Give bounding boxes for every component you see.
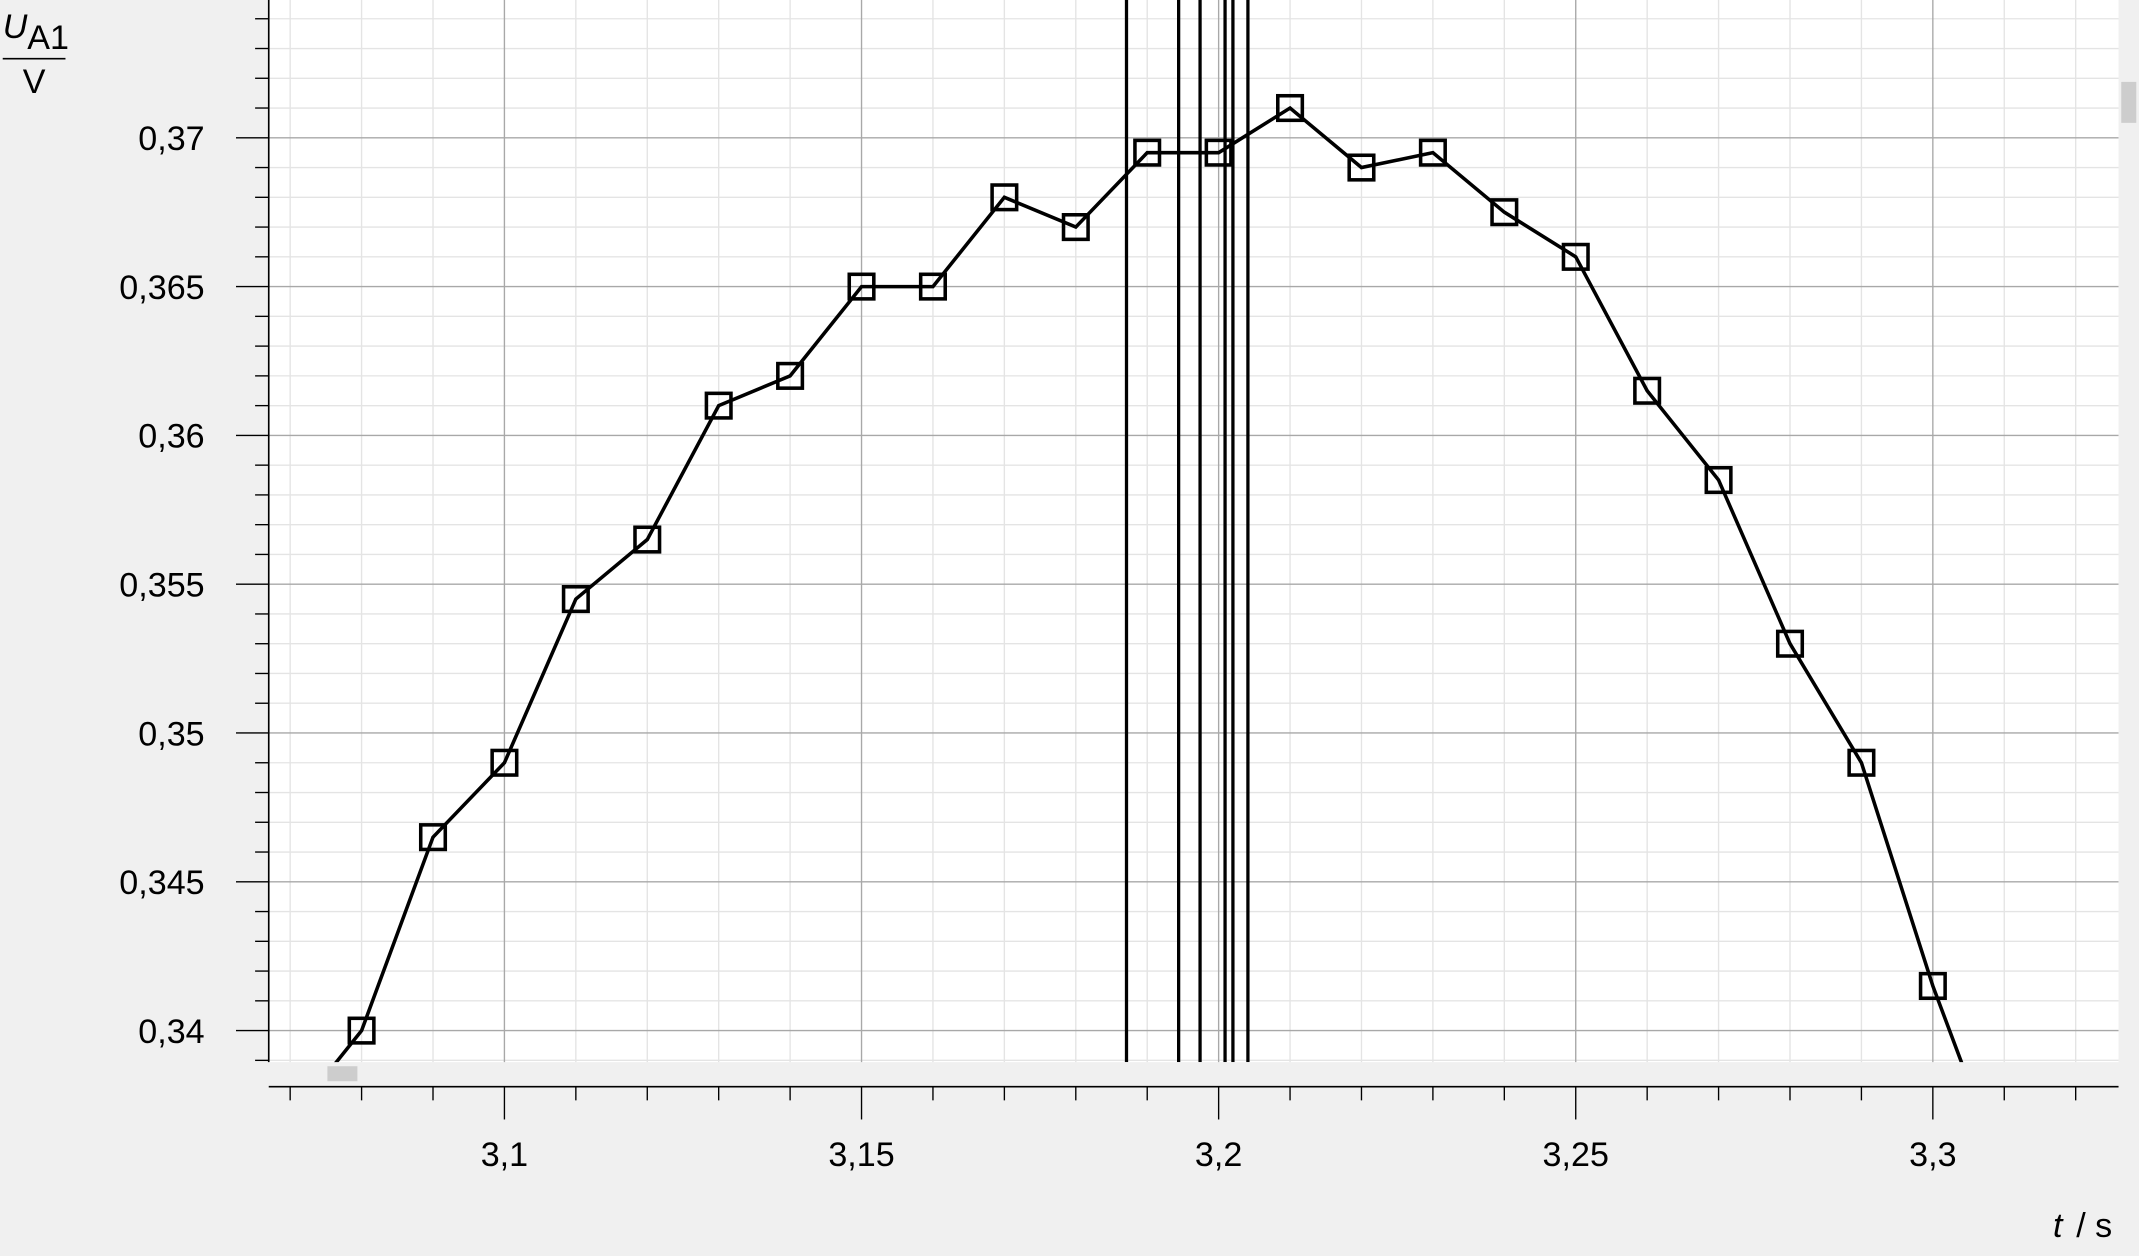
data-line [334, 105, 1964, 1063]
y-tick-label: 0,34 [138, 1013, 204, 1051]
data-point [704, 391, 733, 420]
x-tick-label: 3,15 [828, 1136, 894, 1174]
x-label-unit: / s [2076, 1207, 2112, 1245]
data-point [1633, 376, 1662, 405]
data-point [347, 1016, 376, 1045]
data-point [1847, 748, 1876, 777]
y-label-symbol: U [3, 8, 28, 46]
data-point [633, 525, 662, 554]
data-point [1133, 138, 1162, 167]
plot-area [268, 0, 2119, 1063]
axes: 0,34 0,345 0,35 0,355 0,36 0,365 0,37 3,1 3,15 3,… [119, 18, 2077, 1174]
y-label-subscript: A1 [27, 19, 69, 57]
v-scrollbar[interactable] [2118, 0, 2139, 1063]
data-point [490, 748, 519, 777]
data-point [918, 272, 948, 301]
x-tick-label: 3,25 [1543, 1136, 1609, 1174]
y-tick-label: 0,35 [138, 715, 204, 753]
h-scrollbar[interactable] [268, 1063, 2119, 1083]
data-point [1061, 213, 1090, 242]
data-point [1918, 971, 1947, 1001]
y-tick-label: 0,365 [119, 269, 204, 307]
y-tick-label: 0,36 [138, 418, 204, 456]
data-point [1775, 629, 1805, 658]
h-scroll-thumb[interactable] [327, 1066, 358, 1082]
x-tick-label: 3,1 [481, 1136, 528, 1174]
data-point [1561, 242, 1590, 271]
data-point [990, 183, 1019, 212]
data-point [1418, 138, 1447, 167]
x-label-symbol: t [2053, 1207, 2064, 1245]
data-point [1204, 138, 1233, 167]
x-tick-label: 3,3 [1909, 1136, 1956, 1174]
v-scroll-thumb[interactable] [2121, 81, 2137, 123]
y-tick-label: 0,345 [119, 864, 204, 902]
data-point [1347, 153, 1376, 182]
data-point [776, 361, 805, 390]
data-point [1704, 465, 1733, 495]
data-point [847, 272, 876, 301]
grid [268, 0, 2119, 1063]
data-point [561, 585, 590, 614]
x-tick-label: 3,2 [1195, 1136, 1242, 1174]
data-point [418, 823, 448, 852]
plot [334, 0, 1964, 1063]
y-tick-label: 0,355 [119, 566, 204, 604]
data-point [1276, 93, 1305, 123]
y-tick-label: 0,37 [138, 120, 204, 158]
y-label-unit: V [23, 63, 46, 101]
data-point [1490, 198, 1519, 227]
